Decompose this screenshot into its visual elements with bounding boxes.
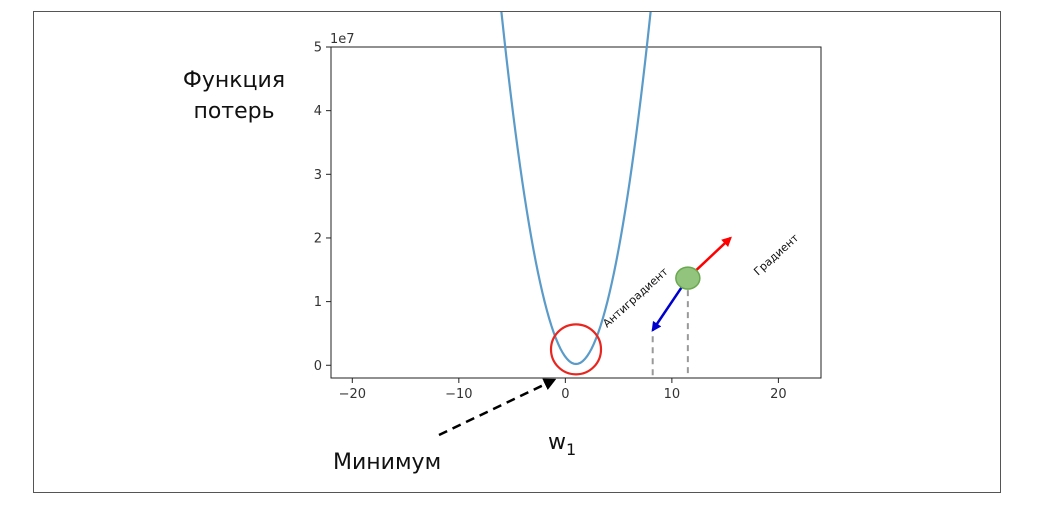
x-axis-label: w1 bbox=[548, 430, 576, 459]
loss-curve bbox=[500, 12, 652, 366]
plot-area bbox=[330, 46, 822, 379]
y-tick-label: 2 bbox=[314, 231, 322, 246]
y-axis-label-line-2: потерь bbox=[193, 99, 274, 124]
offset-text: 1e7 bbox=[330, 32, 355, 47]
x-axis-ticks: −20 −10 0 10 20 bbox=[339, 378, 787, 402]
y-axis-ticks: 0 1 2 3 4 5 bbox=[314, 41, 331, 374]
y-tick-label: 4 bbox=[314, 104, 322, 119]
figure-frame: −20 −10 0 10 20 0 1 2 3 4 5 1e7 Функция потерь w1… bbox=[33, 11, 1001, 493]
minimum-arrow bbox=[438, 378, 557, 437]
current-point bbox=[675, 266, 701, 290]
loss-chart: −20 −10 0 10 20 0 1 2 3 4 5 1e7 Функция потерь w1… bbox=[183, 12, 822, 475]
y-tick-label: 1 bbox=[314, 295, 322, 310]
x-tick-label: 0 bbox=[561, 387, 569, 402]
y-axis-label-line-1: Функция bbox=[183, 68, 285, 93]
x-tick-label: −10 bbox=[445, 387, 472, 402]
gradient-label: Градиент bbox=[751, 231, 801, 278]
y-tick-label: 0 bbox=[314, 359, 322, 374]
minimum-label: Минимум bbox=[333, 450, 441, 475]
x-tick-label: −20 bbox=[339, 387, 366, 402]
minimum-circle bbox=[549, 323, 603, 376]
x-tick-label: 20 bbox=[770, 387, 787, 402]
y-tick-label: 3 bbox=[314, 168, 322, 183]
x-tick-label: 10 bbox=[664, 387, 681, 402]
y-tick-label: 5 bbox=[314, 41, 322, 56]
